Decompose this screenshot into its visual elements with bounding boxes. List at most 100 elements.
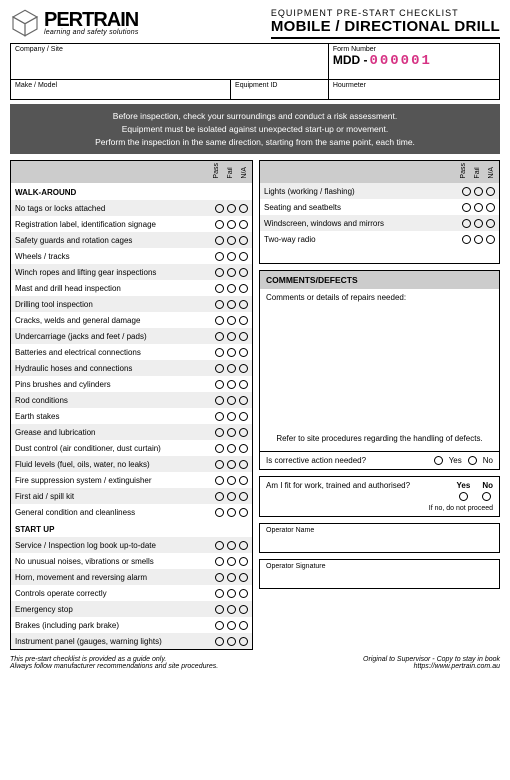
walk-item-na[interactable] [239,508,248,517]
hourmeter-field[interactable]: Hourmeter [328,80,499,100]
right-item-na[interactable] [486,235,495,244]
operator-sig-box[interactable]: Operator Signature [259,559,500,589]
startup-item-na[interactable] [239,541,248,550]
startup-item-na[interactable] [239,557,248,566]
walk-item-pass[interactable] [215,364,224,373]
startup-item-pass[interactable] [215,621,224,630]
walk-item-fail[interactable] [227,444,236,453]
right-item-na[interactable] [486,187,495,196]
fit-no[interactable] [482,492,491,501]
walk-item-fail[interactable] [227,428,236,437]
walk-item-na[interactable] [239,412,248,421]
walk-item-pass[interactable] [215,476,224,485]
walk-item-pass[interactable] [215,332,224,341]
walk-item-pass[interactable] [215,252,224,261]
walk-item-pass[interactable] [215,348,224,357]
right-item-na[interactable] [486,203,495,212]
walk-item-na[interactable] [239,268,248,277]
walk-item-pass[interactable] [215,300,224,309]
walk-item-na[interactable] [239,492,248,501]
operator-name-box[interactable]: Operator Name [259,523,500,553]
startup-item-fail[interactable] [227,557,236,566]
walk-item-fail[interactable] [227,284,236,293]
right-item-pass[interactable] [462,219,471,228]
right-item-pass[interactable] [462,235,471,244]
walk-item-pass[interactable] [215,236,224,245]
walk-item-fail[interactable] [227,204,236,213]
walk-item-fail[interactable] [227,492,236,501]
walk-item-fail[interactable] [227,316,236,325]
startup-item-fail[interactable] [227,589,236,598]
startup-item-fail[interactable] [227,605,236,614]
company-field[interactable]: Company / Site [11,44,329,80]
startup-item-na[interactable] [239,605,248,614]
walk-item-na[interactable] [239,444,248,453]
walk-item-pass[interactable] [215,396,224,405]
corrective-yes[interactable] [434,456,443,465]
walk-item-pass[interactable] [215,284,224,293]
make-field[interactable]: Make / Model [11,80,231,100]
walk-item-fail[interactable] [227,220,236,229]
walk-item-na[interactable] [239,460,248,469]
walk-item-na[interactable] [239,348,248,357]
walk-item-fail[interactable] [227,348,236,357]
walk-item-na[interactable] [239,316,248,325]
walk-item-fail[interactable] [227,396,236,405]
walk-item-fail[interactable] [227,300,236,309]
startup-item-na[interactable] [239,573,248,582]
startup-item-na[interactable] [239,621,248,630]
walk-item-pass[interactable] [215,380,224,389]
startup-item-na[interactable] [239,589,248,598]
walk-item-na[interactable] [239,396,248,405]
startup-item-fail[interactable] [227,621,236,630]
walk-item-na[interactable] [239,220,248,229]
walk-item-fail[interactable] [227,412,236,421]
startup-item-fail[interactable] [227,541,236,550]
startup-item-pass[interactable] [215,573,224,582]
startup-item-pass[interactable] [215,541,224,550]
startup-item-pass[interactable] [215,557,224,566]
walk-item-fail[interactable] [227,268,236,277]
right-item-pass[interactable] [462,187,471,196]
startup-item-pass[interactable] [215,589,224,598]
right-item-fail[interactable] [474,235,483,244]
walk-item-pass[interactable] [215,316,224,325]
startup-item-fail[interactable] [227,573,236,582]
corrective-no[interactable] [468,456,477,465]
walk-item-pass[interactable] [215,508,224,517]
walk-item-na[interactable] [239,476,248,485]
fit-yes[interactable] [459,492,468,501]
startup-item-fail[interactable] [227,637,236,646]
walk-item-na[interactable] [239,204,248,213]
startup-item-na[interactable] [239,637,248,646]
walk-item-na[interactable] [239,380,248,389]
walk-item-pass[interactable] [215,268,224,277]
right-item-pass[interactable] [462,203,471,212]
walk-item-pass[interactable] [215,460,224,469]
equipment-id-field[interactable]: Equipment ID [231,80,329,100]
walk-item-fail[interactable] [227,236,236,245]
walk-item-fail[interactable] [227,364,236,373]
walk-item-pass[interactable] [215,412,224,421]
walk-item-na[interactable] [239,332,248,341]
walk-item-na[interactable] [239,428,248,437]
walk-item-fail[interactable] [227,380,236,389]
right-item-na[interactable] [486,219,495,228]
walk-item-fail[interactable] [227,460,236,469]
walk-item-pass[interactable] [215,428,224,437]
walk-item-na[interactable] [239,284,248,293]
right-item-fail[interactable] [474,187,483,196]
walk-item-fail[interactable] [227,476,236,485]
walk-item-na[interactable] [239,252,248,261]
startup-item-pass[interactable] [215,637,224,646]
walk-item-pass[interactable] [215,492,224,501]
walk-item-pass[interactable] [215,444,224,453]
walk-item-fail[interactable] [227,332,236,341]
right-item-fail[interactable] [474,219,483,228]
comments-area[interactable] [260,306,499,426]
walk-item-pass[interactable] [215,204,224,213]
walk-item-pass[interactable] [215,220,224,229]
walk-item-fail[interactable] [227,508,236,517]
walk-item-na[interactable] [239,236,248,245]
right-item-fail[interactable] [474,203,483,212]
